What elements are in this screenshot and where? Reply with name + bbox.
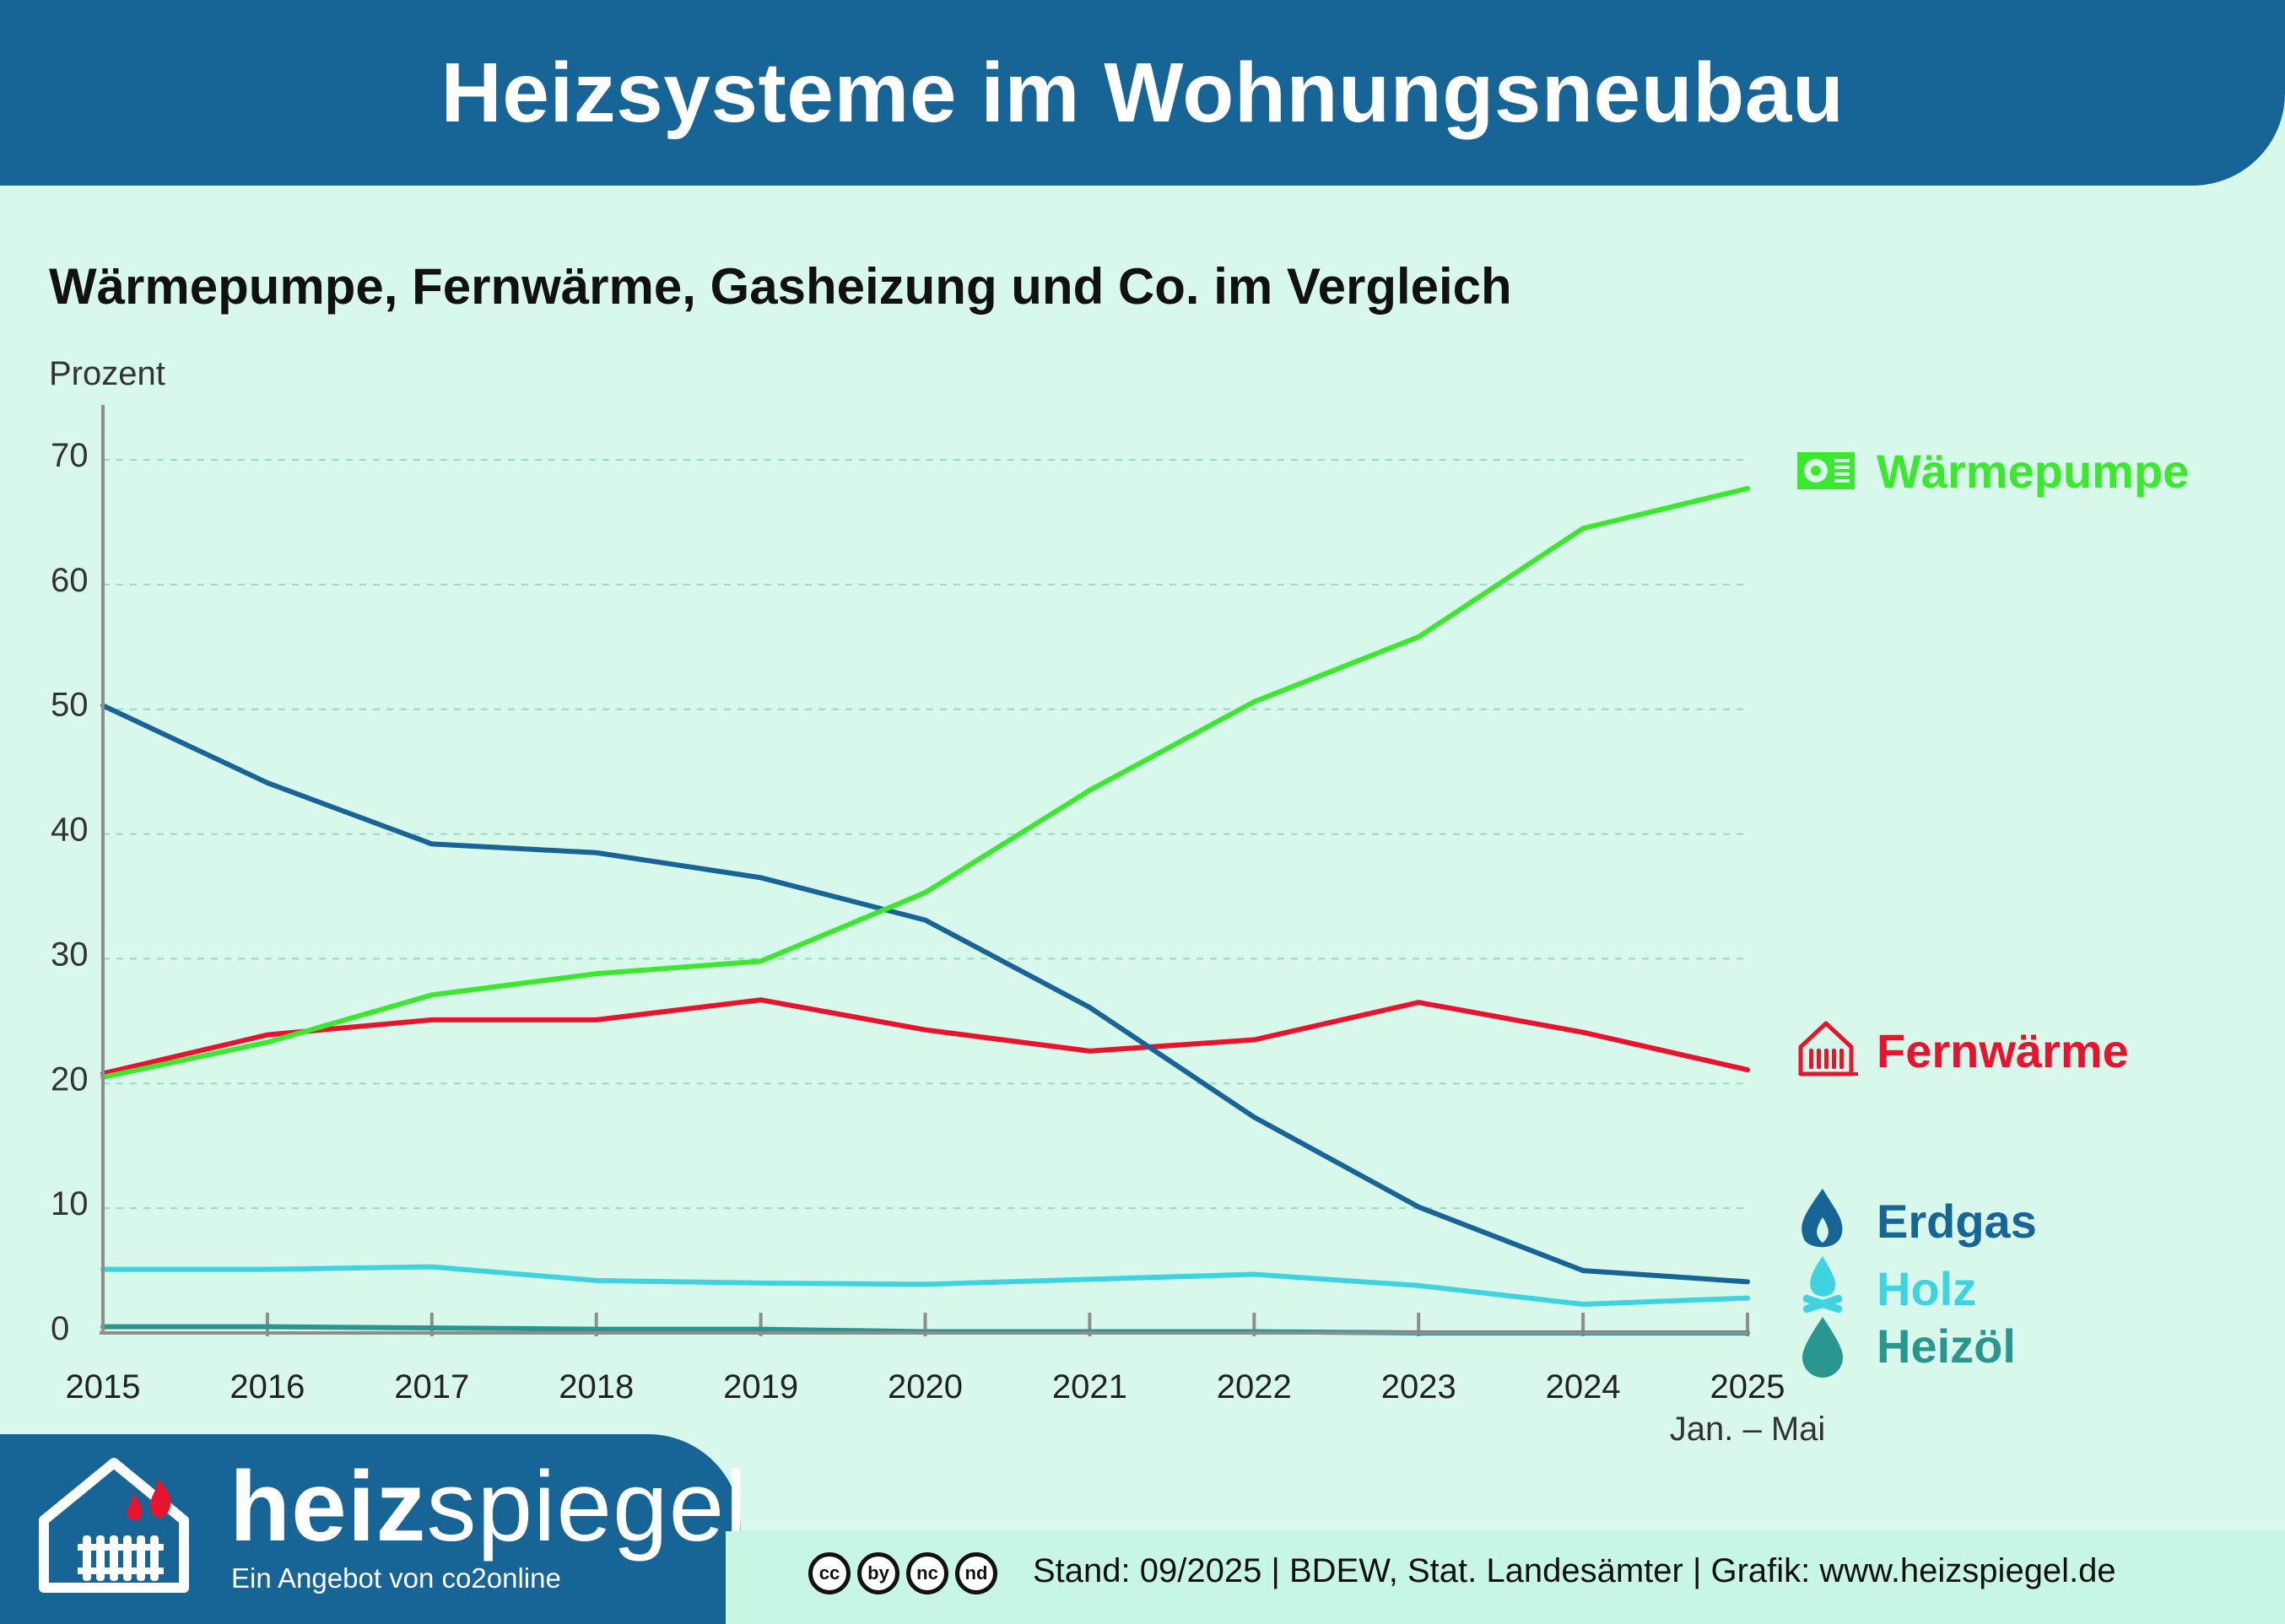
legend-item: Erdgas (1802, 1189, 2037, 1248)
y-tick-label: 40 (51, 812, 89, 849)
series-line-holz (100, 1264, 1750, 1307)
legend-label: Wärmepumpe (1877, 445, 2189, 498)
heat-pump-icon (1797, 452, 1855, 489)
wood-fire-icon (1802, 1256, 1843, 1314)
x-tick-label: 2021 (1052, 1368, 1127, 1405)
legend-item: Heizöl (1802, 1317, 2016, 1378)
x-tick-label: 2022 (1217, 1368, 1292, 1405)
x-tick-label: 2017 (394, 1368, 469, 1405)
x-tick-label: 2020 (888, 1368, 963, 1405)
legend-item: Fernwärme (1798, 1021, 2129, 1077)
x-tick-label: 2016 (230, 1368, 305, 1405)
by-icon: by (857, 1552, 899, 1594)
x-tick-label: 2024 (1546, 1368, 1621, 1405)
cc-icon: cc (808, 1552, 851, 1594)
flame-icon (1802, 1189, 1843, 1248)
legend-item: Wärmepumpe (1797, 445, 2189, 498)
y-tick-label: 70 (51, 437, 89, 474)
legend-label: Holz (1877, 1262, 1976, 1315)
x-tick-label: 2025 (1710, 1368, 1785, 1405)
y-axis-ticks: 0 10 20 30 40 50 60 70 (51, 437, 89, 1347)
header-banner: Heizsysteme im Wohnungsneubau (0, 0, 2285, 186)
legend-item: Holz (1802, 1256, 1976, 1315)
x-tick-label: 2015 (66, 1368, 141, 1405)
y-tick-label: 30 (51, 936, 89, 973)
x-axis-ticks: 2015 2016 2017 2018 2019 2020 2021 2022 2023 2024… (66, 1313, 1785, 1405)
brand-tagline: Ein Angebot von co2online (231, 1562, 561, 1594)
house-radiator-logo-icon (39, 1458, 189, 1593)
series-line-fernwärme (100, 997, 1750, 1076)
nc-icon: nc (906, 1552, 948, 1594)
legend-label: Erdgas (1877, 1195, 2037, 1248)
y-axis-label: Prozent (49, 355, 165, 392)
y-tick-label: 0 (51, 1310, 69, 1347)
y-tick-label: 10 (51, 1185, 89, 1222)
license-icons: cc by nc nd (808, 1552, 997, 1594)
chart-subtitle: Wärmepumpe, Fernwärme, Gasheizung und Co… (49, 258, 1512, 315)
x-axis-note: Jan. – Mai (1670, 1411, 1826, 1448)
x-tick-label: 2023 (1381, 1368, 1456, 1405)
y-tick-label: 20 (51, 1060, 89, 1098)
gridlines (103, 459, 1748, 1210)
brand-name: heizspiegel (230, 1451, 748, 1562)
x-tick-label: 2019 (723, 1368, 798, 1405)
x-tick-label: 2018 (559, 1368, 634, 1405)
legend-label: Fernwärme (1877, 1024, 2129, 1077)
radiator-house-icon (1798, 1021, 1858, 1076)
series-lines (100, 486, 1750, 1335)
y-tick-label: 50 (51, 687, 89, 724)
y-tick-label: 60 (51, 562, 89, 599)
legend-label: Heizöl (1877, 1319, 2016, 1373)
series-line-wärmepumpe (100, 486, 1750, 1080)
page-title: Heizsysteme im Wohnungsneubau (440, 45, 1845, 140)
nd-icon: nd (955, 1552, 997, 1594)
series-line-erdgas (100, 703, 1750, 1285)
oil-drop-icon (1802, 1317, 1843, 1378)
footer-credits: Stand: 09/2025 | BDEW, Stat. Landesämter… (1033, 1552, 2116, 1589)
